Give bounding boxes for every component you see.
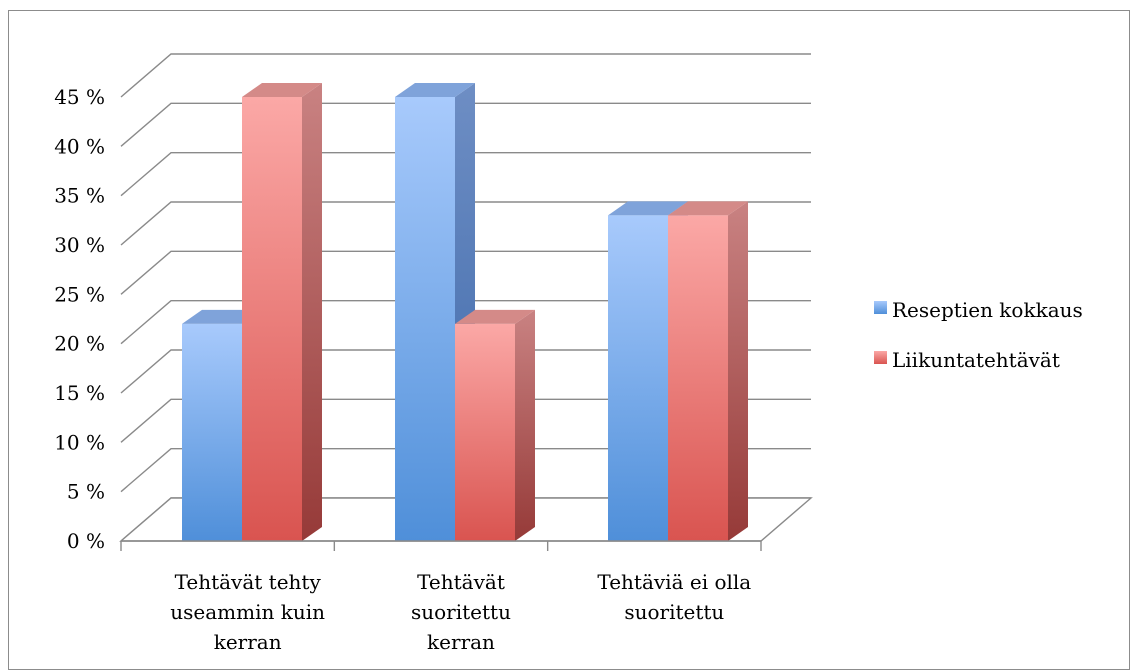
gridline (120, 151, 811, 197)
y-tick-label: 0 % (67, 529, 105, 553)
y-tick-label: 45 % (54, 85, 105, 109)
bar-top (395, 83, 475, 97)
bar (242, 83, 322, 541)
y-tick-label: 20 % (54, 332, 105, 356)
gridline (120, 201, 811, 246)
bar-side (728, 201, 748, 541)
y-tick-label: 30 % (54, 233, 105, 257)
y-tick-label: 5 % (67, 480, 105, 504)
bar-front (455, 323, 515, 541)
bar-top (455, 309, 535, 324)
y-tick-label: 15 % (54, 381, 105, 405)
gridline (120, 349, 811, 394)
x-tick-label: Tehtävät suoritettu kerran (411, 570, 511, 654)
gridline (120, 398, 811, 443)
bar-top (242, 83, 322, 97)
y-tick-label: 40 % (54, 134, 105, 158)
bar-front (242, 97, 302, 541)
x-tick-label: Tehtävät tehty useammin kuin kerran (170, 570, 325, 654)
y-tick-label: 25 % (54, 282, 105, 306)
legend-label: Reseptien kokkaus (892, 298, 1083, 322)
bar-side (302, 83, 322, 541)
bar (668, 201, 748, 541)
bar-top (608, 201, 688, 216)
gridline (120, 53, 811, 98)
gridline (120, 447, 811, 493)
bar-front (668, 215, 728, 541)
axes: 0 % 5 % 10 % 15 % 20 % 25 % 30 % 35 % 40 % 45 % Te… (54, 85, 762, 654)
x-tick-label: Tehtäviä ei olla suoritettu (597, 570, 751, 624)
bar-top (668, 201, 748, 216)
y-tick-label: 35 % (54, 184, 105, 208)
bar-side (515, 309, 535, 541)
bar (455, 309, 535, 541)
chart-frame: 0 % 5 % 10 % 15 % 20 % 25 % 30 % 35 % 40 % 45 % Te… (8, 10, 1130, 670)
bar-front (608, 215, 668, 541)
bar-front (182, 323, 242, 541)
legend-swatch (874, 351, 887, 364)
legend-swatch (874, 301, 887, 314)
legend: Reseptien kokkaus Liikuntatehtävät (874, 298, 1083, 372)
bars (182, 83, 748, 541)
gridline (120, 250, 811, 295)
bar-front (395, 97, 455, 541)
bar-chart: 0 % 5 % 10 % 15 % 20 % 25 % 30 % 35 % 40 % 45 % Te… (54, 53, 1083, 654)
grid (120, 53, 811, 542)
gridline (120, 299, 811, 345)
gridline (120, 102, 811, 147)
y-tick-label: 10 % (54, 430, 105, 454)
legend-label: Liikuntatehtävät (892, 348, 1060, 372)
